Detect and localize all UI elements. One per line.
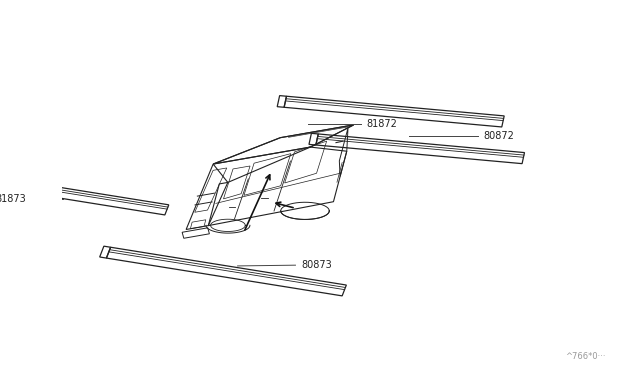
Text: 81873: 81873 (0, 194, 26, 204)
Text: 81872: 81872 (366, 119, 397, 129)
Text: ^766*0···: ^766*0··· (564, 352, 605, 361)
Text: 80873: 80873 (301, 260, 332, 270)
Text: 80872: 80872 (484, 131, 515, 141)
